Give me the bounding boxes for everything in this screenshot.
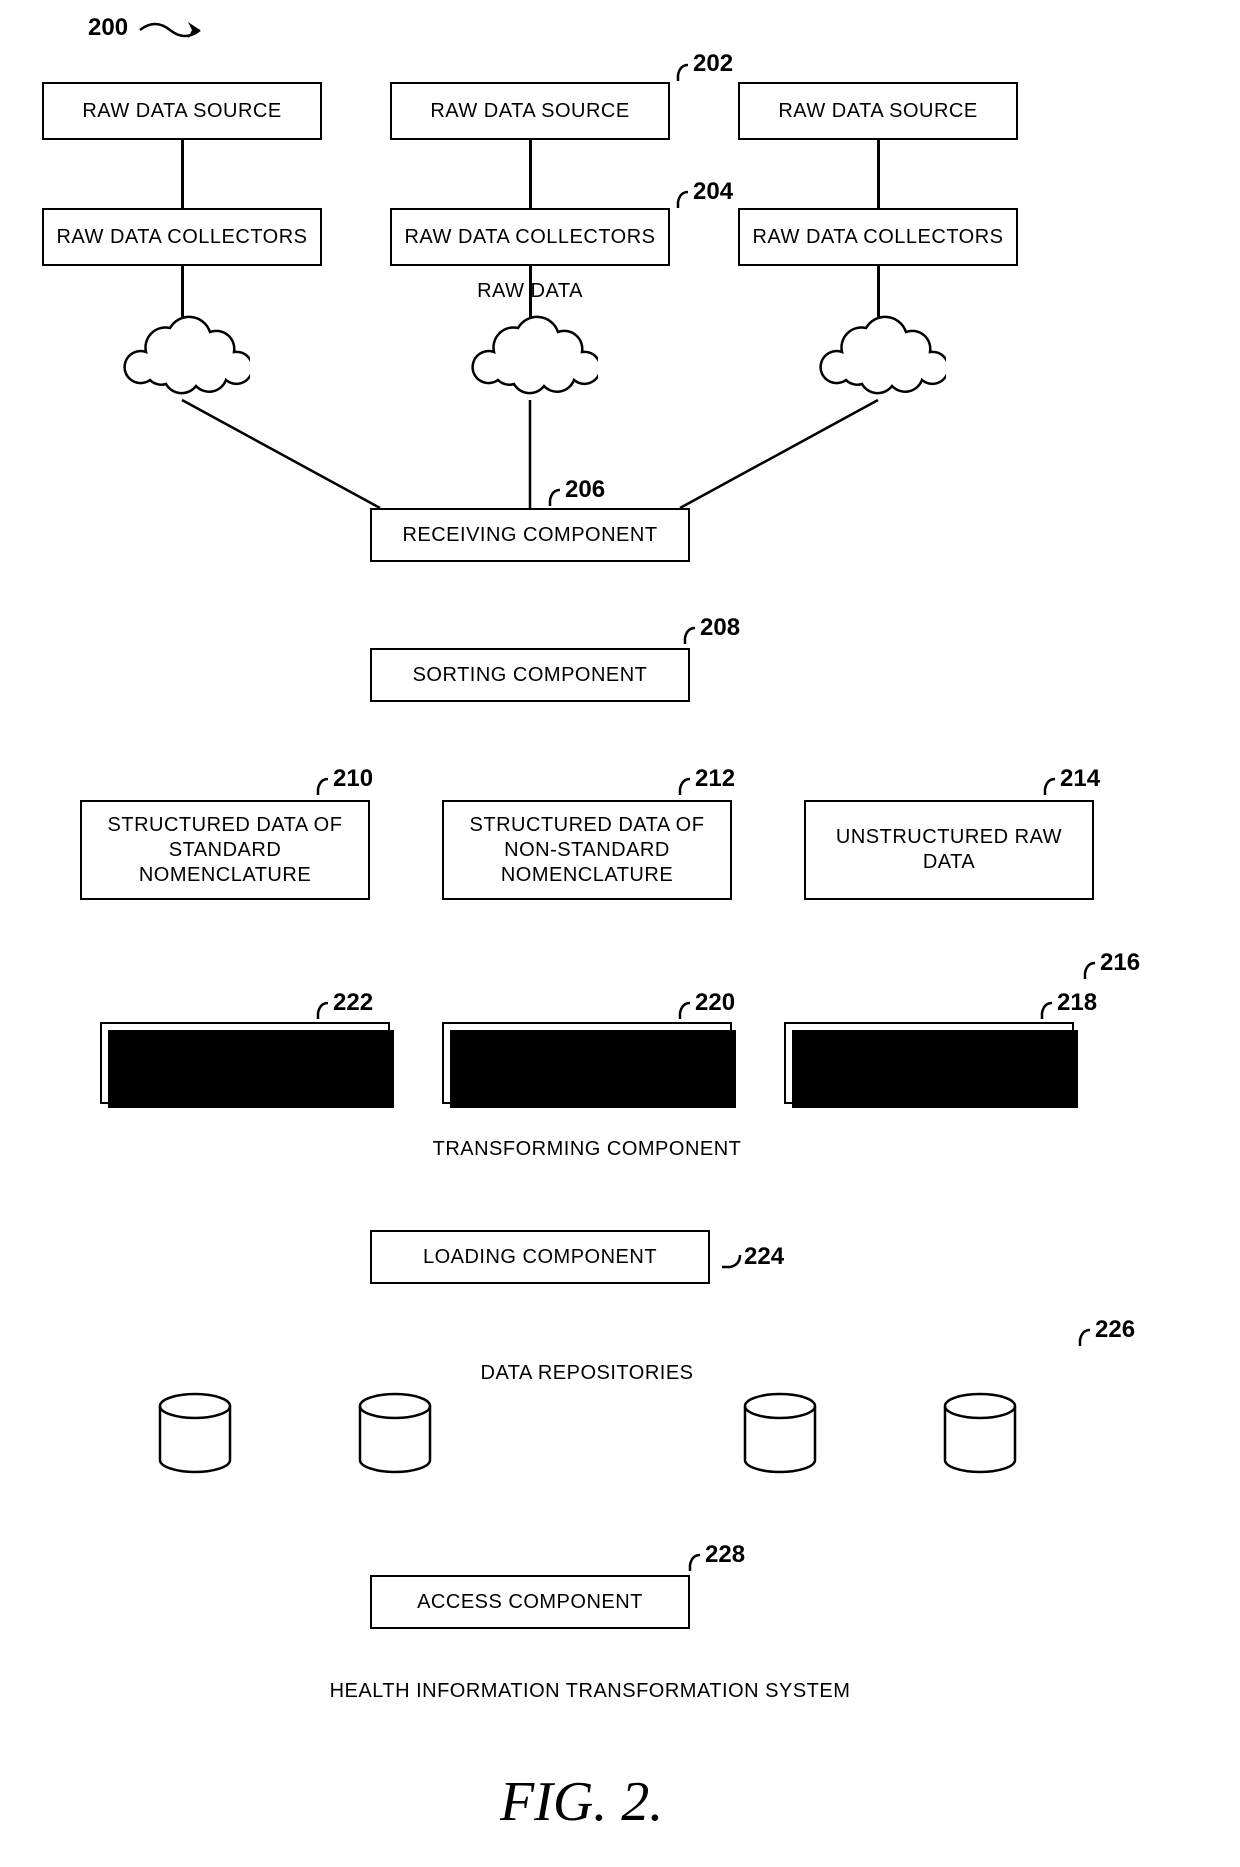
ref-202: 202 (693, 50, 733, 78)
cloud-icon-3 (816, 310, 946, 405)
ref-204: 204 (693, 178, 733, 206)
box-label: NOMENCLATURE AND ONTOLOGY MAPPING (454, 1038, 720, 1088)
ref-222: 222 (333, 989, 373, 1017)
ref-224: 224 (744, 1243, 784, 1271)
figure-caption: FIG. 2. (500, 1770, 663, 1834)
box-label: UNSTRUCTURED RAW DATA (816, 825, 1082, 875)
box-access-component: ACCESS COMPONENT (370, 1575, 690, 1629)
box-nomenclature-mapping: NOMENCLATURE AND ONTOLOGY MAPPING (442, 1022, 732, 1104)
cylinder-icon (935, 1390, 1025, 1480)
repositories-label: DATA REPOSITORIES (80, 1362, 1094, 1385)
box-label: RECEIVING COMPONENT (402, 523, 657, 548)
cylinder-icon (350, 1390, 440, 1480)
connector (529, 266, 532, 318)
connector (529, 140, 532, 208)
box-raw-data-collector-3: RAW DATA COLLECTORS (738, 208, 1018, 266)
ref-212: 212 (695, 765, 735, 793)
box-raw-data-source-3: RAW DATA SOURCE (738, 82, 1018, 140)
box-label: STRUCTURED DATA OF NON-STANDARD NOMENCLA… (454, 813, 720, 888)
box-label: STRUCTURED DATA OF STANDARD NOMENCLATURE (92, 813, 358, 888)
box-raw-data-source-2: RAW DATA SOURCE (390, 82, 670, 140)
system-label: HEALTH INFORMATION TRANSFORMATION SYSTEM (42, 1680, 1138, 1703)
cloud-icon-1 (120, 310, 250, 405)
cylinder-icon (735, 1390, 825, 1480)
ref-218: 218 (1057, 989, 1097, 1017)
ref-214: 214 (1060, 765, 1100, 793)
box-label: ACCESS COMPONENT (417, 1590, 643, 1615)
box-label: RAW DATA SOURCE (430, 99, 629, 124)
connector (877, 140, 880, 208)
box-label: RAW DATA COLLECTORS (752, 225, 1003, 250)
ref-200: 200 (88, 14, 128, 42)
ref-206: 206 (565, 476, 605, 504)
ref-216: 216 (1100, 949, 1140, 977)
ref-226: 226 (1095, 1316, 1135, 1344)
box-raw-data-collector-1: RAW DATA COLLECTORS (42, 208, 322, 266)
box-label: DISTRIBUTED ADAPTIVE KNOWLEDGE ENGINE (112, 1038, 378, 1088)
box-raw-data-source-1: RAW DATA SOURCE (42, 82, 322, 140)
ref-208: 208 (700, 614, 740, 642)
ref-210: 210 (333, 765, 373, 793)
box-label: RAW DATA SOURCE (778, 99, 977, 124)
box-structured-standard: STRUCTURED DATA OF STANDARD NOMENCLATURE (80, 800, 370, 900)
connector (181, 266, 184, 318)
box-unstructured: UNSTRUCTURED RAW DATA (804, 800, 1094, 900)
box-dake: DISTRIBUTED ADAPTIVE KNOWLEDGE ENGINE (100, 1022, 390, 1104)
box-sorting-component: SORTING COMPONENT (370, 648, 690, 702)
cloud-icon-2 (468, 310, 598, 405)
diagram-canvas: 200 RAW DATA SOURCE RAW DATA SOURCE 202 … (0, 0, 1240, 1867)
box-nlp: NATURAL LANGUAGE PROCESSING (784, 1022, 1074, 1104)
box-label: RAW DATA COLLECTORS (404, 225, 655, 250)
box-receiving-component: RECEIVING COMPONENT (370, 508, 690, 562)
box-label: NATURAL LANGUAGE PROCESSING (796, 1038, 1062, 1088)
ref-220: 220 (695, 989, 735, 1017)
box-label: SORTING COMPONENT (413, 663, 648, 688)
box-label: RAW DATA COLLECTORS (56, 225, 307, 250)
transforming-label: TRANSFORMING COMPONENT (80, 1138, 1094, 1161)
box-label: LOADING COMPONENT (423, 1245, 657, 1270)
connector (181, 140, 184, 208)
cylinder-icon (150, 1390, 240, 1480)
ref-228: 228 (705, 1541, 745, 1569)
box-loading-component: LOADING COMPONENT (370, 1230, 710, 1284)
box-structured-nonstandard: STRUCTURED DATA OF NON-STANDARD NOMENCLA… (442, 800, 732, 900)
connector (877, 266, 880, 318)
box-label: RAW DATA SOURCE (82, 99, 281, 124)
box-raw-data-collector-2: RAW DATA COLLECTORS (390, 208, 670, 266)
